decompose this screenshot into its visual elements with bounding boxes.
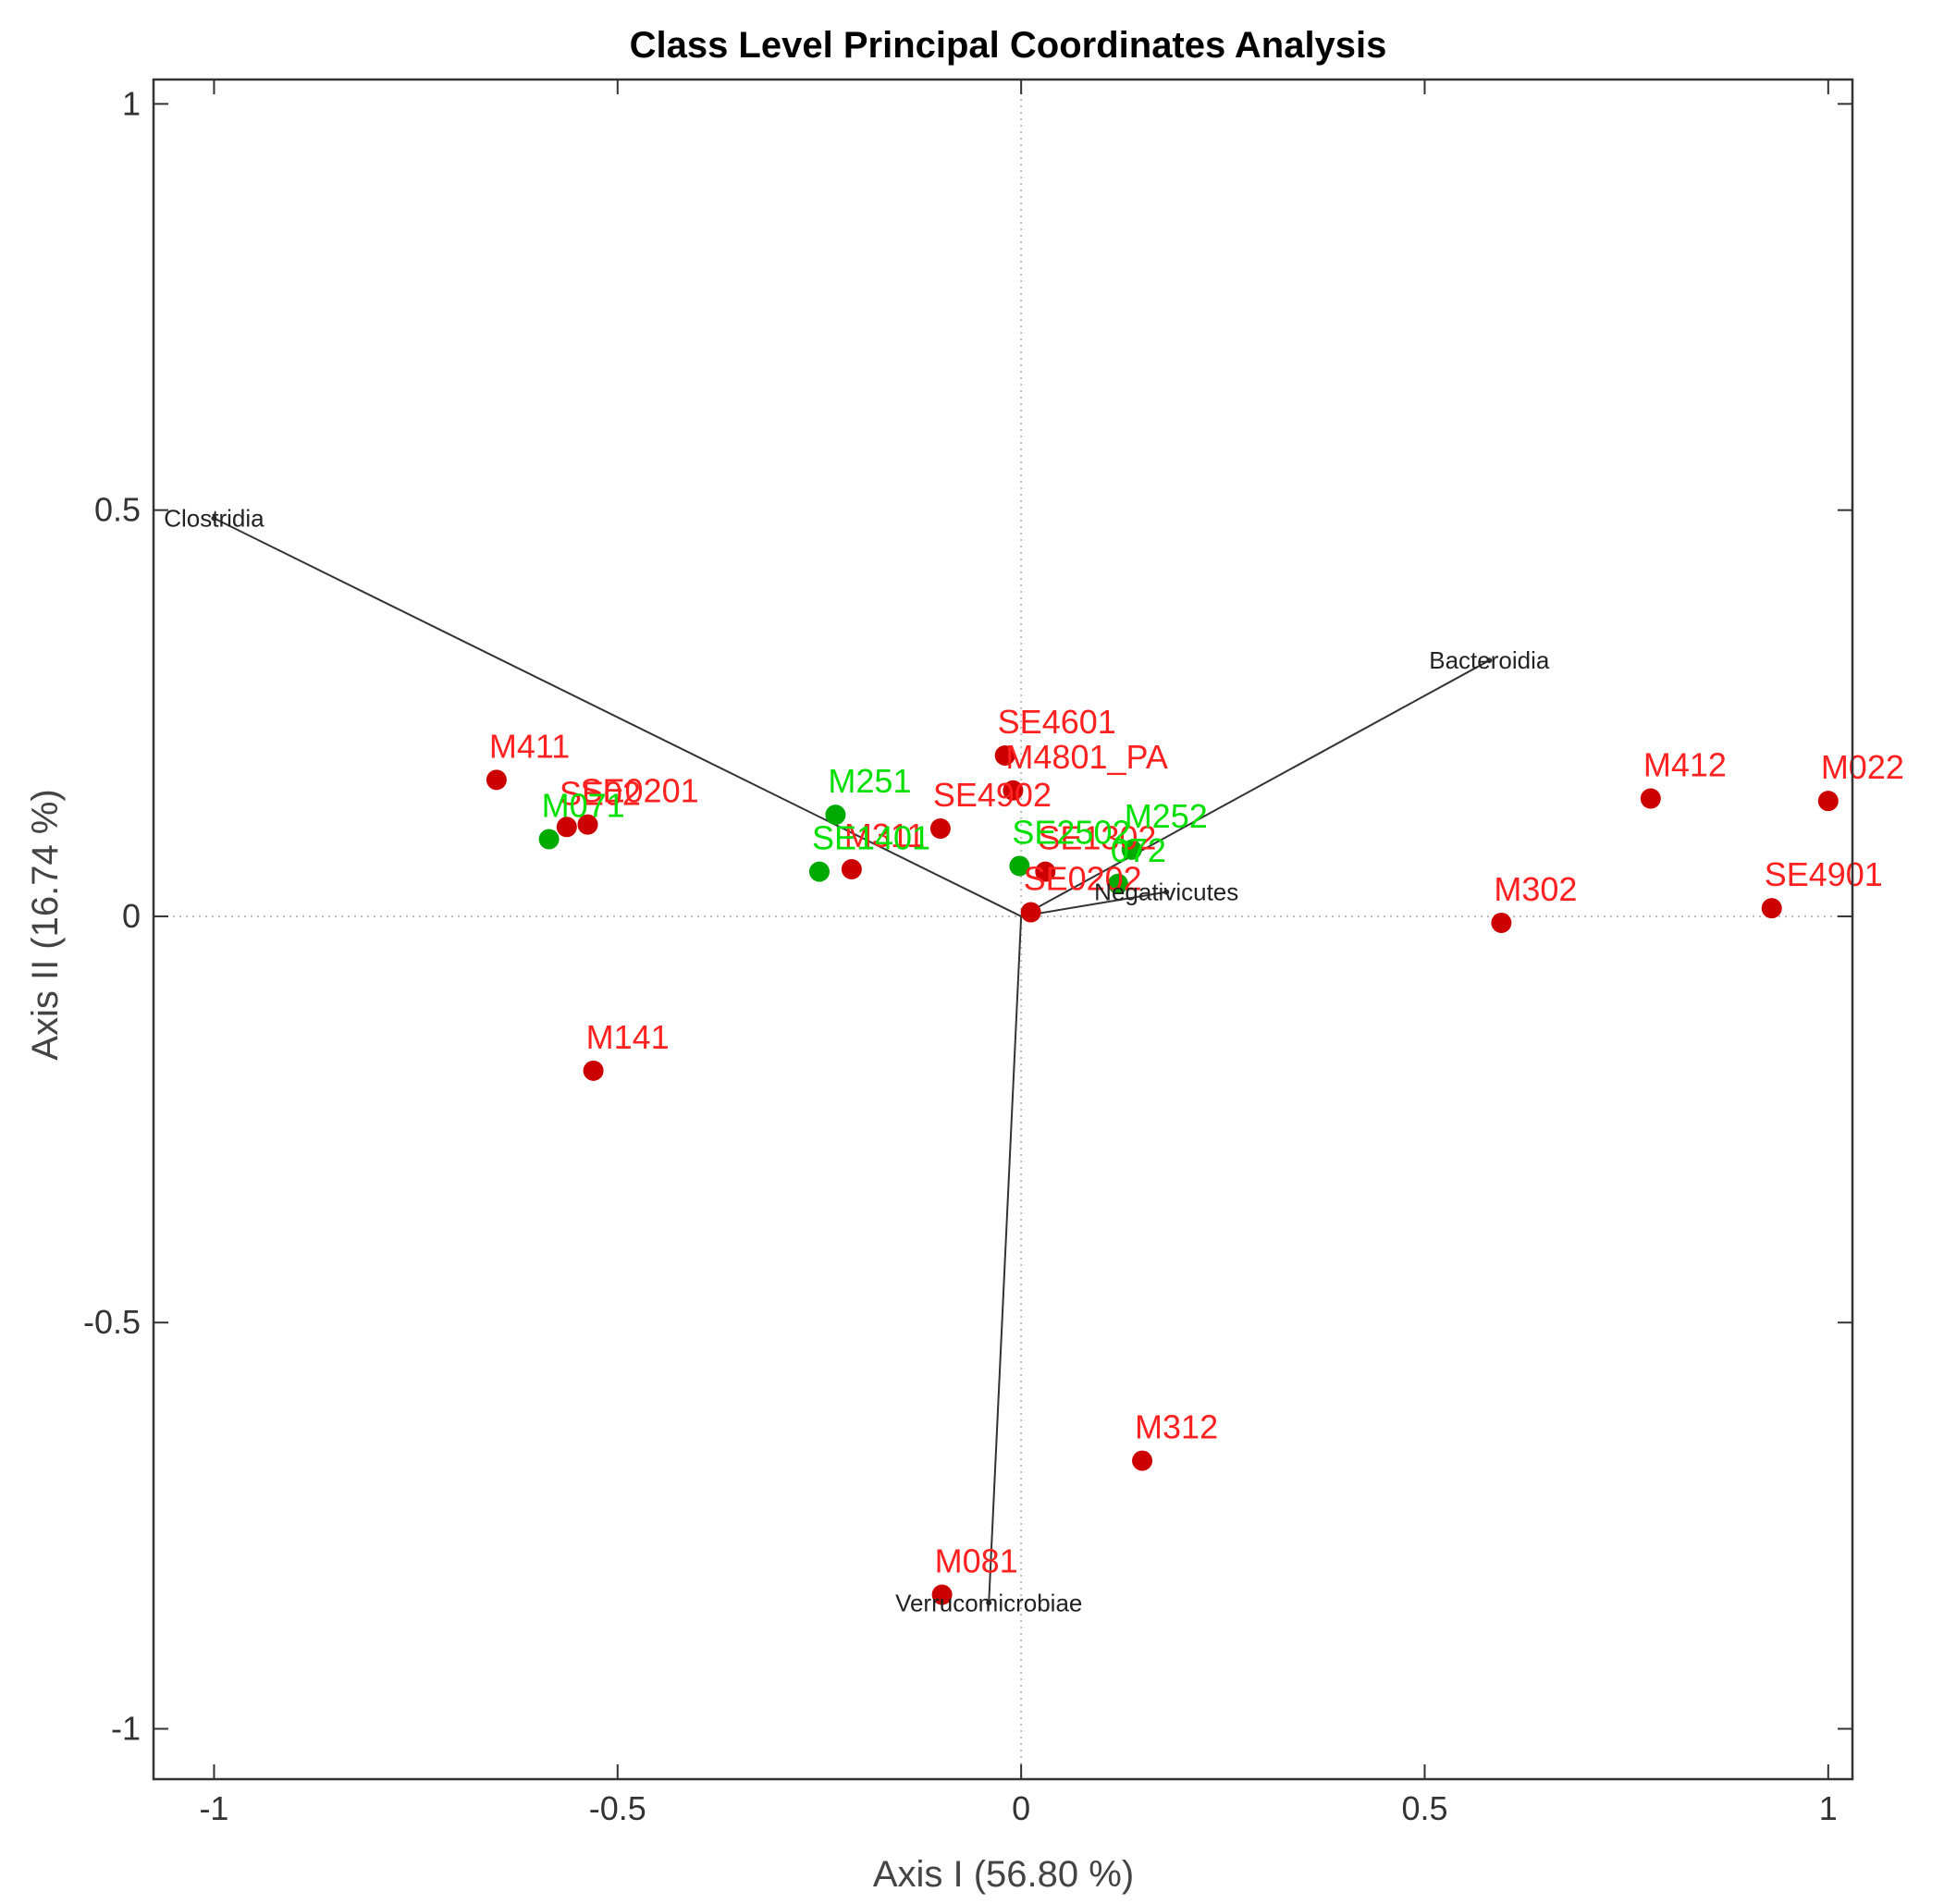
- point-label: M411: [489, 727, 570, 765]
- sample-labels: M411SE0201SE02M141M311SE4601M4801_PASE49…: [489, 703, 1904, 1580]
- data-point: [1121, 839, 1142, 860]
- point-label: M251: [828, 762, 911, 800]
- plot-frame: [152, 78, 1854, 1781]
- data-point: [1009, 855, 1030, 877]
- y-tick-label: 0.5: [94, 491, 141, 529]
- vector-line: [988, 915, 1023, 1603]
- point-label: SE1302: [1038, 819, 1156, 857]
- data-point: [994, 744, 1015, 766]
- point-label: M252: [1125, 797, 1208, 835]
- data-point: [556, 817, 577, 838]
- point-label: SE0201: [581, 772, 699, 810]
- point-label: SE0202: [1024, 860, 1142, 898]
- point-label: 072: [1111, 831, 1166, 869]
- data-point: [1020, 902, 1041, 923]
- data-point: [808, 861, 830, 882]
- vector-tip: [1486, 657, 1493, 664]
- x-tick-label: 1: [1819, 1789, 1838, 1827]
- y-tick-labels: -1 -0.5 0 0.5 1: [83, 84, 141, 1747]
- point-label: M412: [1643, 746, 1727, 784]
- data-point: [825, 805, 846, 826]
- data-point: [1003, 780, 1024, 801]
- y-tick-label: -1: [111, 1710, 141, 1748]
- axis-ticks: [154, 80, 1852, 1779]
- vector-tip: [1163, 889, 1170, 895]
- y-axis-label: Axis II (16.74 %): [25, 789, 66, 1060]
- data-point: [1035, 861, 1056, 882]
- vector-labels: Clostridia Bacteroidia Negativicutes Verruc…: [164, 504, 1550, 1616]
- data-point: [931, 1584, 953, 1605]
- vector-label: Negativicutes: [1094, 878, 1238, 906]
- point-label: SE2502: [1012, 813, 1130, 851]
- y-tick-label: 1: [122, 84, 141, 122]
- point-label: M312: [1135, 1408, 1218, 1446]
- y-tick-label: 0: [122, 897, 141, 935]
- x-axis-label: Axis I (56.80 %): [873, 1854, 1134, 1895]
- x-tick-label: -0.5: [589, 1789, 646, 1827]
- data-point: [1761, 898, 1782, 919]
- y-tick-label: -0.5: [83, 1303, 141, 1341]
- chart-title: Class Level Principal Coordinates Analys…: [630, 25, 1387, 66]
- vector-label: Bacteroidia: [1429, 646, 1550, 674]
- data-point: [1817, 791, 1839, 812]
- data-point: [486, 769, 507, 791]
- point-label: M071: [542, 786, 625, 824]
- sample-points: [486, 744, 1839, 1605]
- vector-tip: [211, 515, 217, 522]
- vector-line: [1020, 659, 1490, 917]
- point-label: SE4601: [998, 703, 1116, 741]
- vector-tip: [986, 1600, 992, 1606]
- data-point: [538, 829, 560, 850]
- data-point: [841, 858, 862, 879]
- point-label: M302: [1494, 870, 1577, 908]
- data-point: [577, 814, 598, 835]
- point-label: SE4901: [1765, 855, 1883, 893]
- data-point: [1491, 912, 1512, 933]
- data-point: [1132, 1450, 1153, 1471]
- x-tick-labels: -1 -0.5 0 0.5 1: [199, 1789, 1837, 1827]
- point-label: M311: [844, 817, 925, 854]
- loading-vectors: [211, 515, 1493, 1606]
- point-label: M4801_PA: [1005, 738, 1167, 776]
- data-point: [929, 818, 951, 840]
- vector-line: [214, 517, 1022, 917]
- point-label: SE1401: [812, 819, 930, 857]
- point-label: M022: [1821, 748, 1904, 786]
- x-tick-label: 0: [1012, 1789, 1030, 1827]
- x-tick-label: -1: [199, 1789, 228, 1827]
- data-point: [1640, 788, 1661, 809]
- data-point: [583, 1060, 604, 1081]
- point-label: M141: [586, 1018, 670, 1056]
- vector-label: Verrucomicrobiae: [895, 1589, 1082, 1616]
- point-label: SE02: [560, 774, 641, 812]
- point-label: M081: [935, 1542, 1018, 1580]
- data-point: [1107, 873, 1128, 894]
- vector-line: [1020, 891, 1167, 917]
- point-label: SE4902: [933, 776, 1052, 814]
- x-tick-label: 0.5: [1401, 1789, 1447, 1827]
- vector-label: Clostridia: [164, 504, 265, 532]
